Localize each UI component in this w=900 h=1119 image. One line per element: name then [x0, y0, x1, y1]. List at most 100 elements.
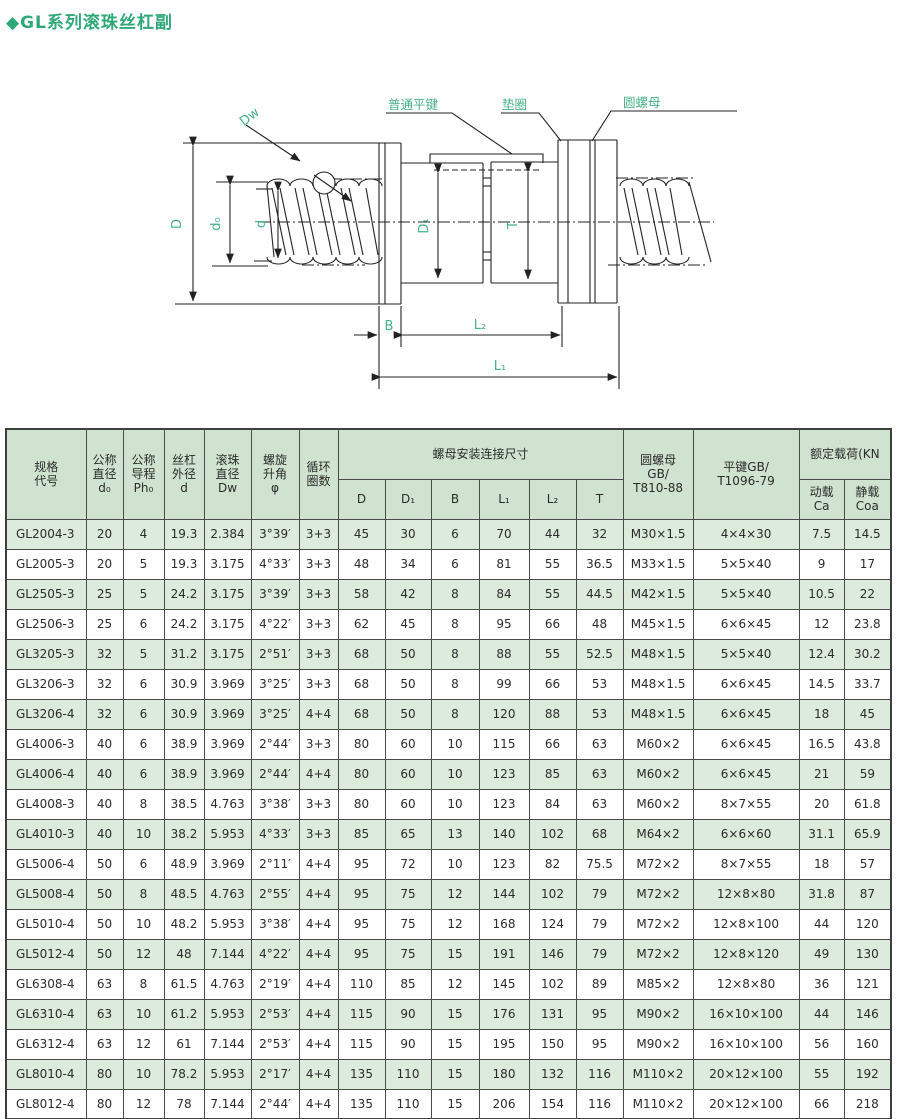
- table-cell: 206: [478, 1088, 530, 1119]
- table-cell: 79: [575, 878, 624, 910]
- table-cell: 45: [843, 698, 892, 730]
- table-cell: 63: [85, 998, 124, 1030]
- table-cell: 124: [528, 908, 577, 940]
- table-cell: 62: [337, 608, 386, 640]
- dim-label-T: T: [506, 221, 521, 230]
- table-cell: 31.8: [798, 878, 845, 910]
- table-cell: M64×2: [622, 818, 694, 850]
- spec-code-cell: GL5008-4: [5, 878, 87, 910]
- table-row: GL2004-3 20 4 19.3 2.384 3°39′ 3+3 45 30 6 70 44 32 M…: [5, 518, 892, 550]
- table-cell: 10: [430, 758, 480, 790]
- table-cell: 61.8: [843, 788, 892, 820]
- table-cell: 4.763: [203, 788, 252, 820]
- table-cell: 120: [843, 908, 892, 940]
- table-cell: 154: [528, 1088, 577, 1119]
- table-cell: 102: [528, 818, 577, 850]
- table-cell: 116: [575, 1088, 624, 1119]
- table-cell: 23.8: [843, 608, 892, 640]
- table-cell: 7.144: [203, 938, 252, 970]
- table-cell: 14.5: [798, 668, 845, 700]
- table-cell: 20: [85, 548, 124, 580]
- table-cell: 2.384: [203, 518, 252, 550]
- right-thread-crest: [619, 178, 690, 187]
- table-cell: 61.2: [163, 998, 205, 1030]
- table-cell: 4°22′: [250, 608, 300, 640]
- table-cell: 7.144: [203, 1028, 252, 1060]
- col-header-flat-key: 平键GB/ T1096-79: [692, 428, 800, 520]
- col-header-load: 额定载荷(KN: [798, 428, 892, 480]
- table-cell: 5: [122, 578, 165, 610]
- table-cell: 95: [337, 848, 386, 880]
- table-cell: 3+3: [298, 578, 339, 610]
- table-cell: M90×2: [622, 1028, 694, 1060]
- table-cell: 6×6×45: [692, 668, 800, 700]
- table-cell: 3+3: [298, 788, 339, 820]
- table-cell: 33.7: [843, 668, 892, 700]
- table-cell: 38.9: [163, 758, 205, 790]
- table-cell: M90×2: [622, 998, 694, 1030]
- table-cell: 2°53′: [250, 1028, 300, 1060]
- table-cell: 3+3: [298, 638, 339, 670]
- table-cell: 150: [528, 1028, 577, 1060]
- table-cell: 48.2: [163, 908, 205, 940]
- table-cell: 40: [85, 758, 124, 790]
- table-cell: 6: [122, 668, 165, 700]
- table-cell: 32: [85, 698, 124, 730]
- table-cell: 81: [478, 548, 530, 580]
- spec-code-cell: GL4006-4: [5, 758, 87, 790]
- table-cell: 115: [337, 1028, 386, 1060]
- table-cell: M45×1.5: [622, 608, 694, 640]
- table-cell: 89: [575, 968, 624, 1000]
- table-cell: 8: [430, 578, 480, 610]
- table-cell: 19.3: [163, 548, 205, 580]
- table-cell: 88: [478, 638, 530, 670]
- table-cell: 6: [122, 728, 165, 760]
- table-cell: 65: [384, 818, 432, 850]
- table-cell: 8: [430, 608, 480, 640]
- table-cell: 22: [843, 578, 892, 610]
- col-header-dynamic-load: 动载 Ca: [798, 478, 845, 520]
- col-header-static-load: 静载 Coa: [843, 478, 892, 520]
- table-cell: 2°51′: [250, 638, 300, 670]
- table-cell: 70: [478, 518, 530, 550]
- table-cell: 79: [575, 908, 624, 940]
- table-cell: 3°25′: [250, 668, 300, 700]
- table-cell: 110: [384, 1088, 432, 1119]
- table-cell: 3.969: [203, 758, 252, 790]
- table-row: GL5012-4 50 12 48 7.144 4°22′ 4+4 95 75 15 191 146 7…: [5, 938, 892, 970]
- table-cell: 50: [384, 668, 432, 700]
- table-cell: 110: [384, 1058, 432, 1090]
- part-label-round-nut: 圆螺母: [623, 95, 661, 110]
- table-cell: 6: [430, 548, 480, 580]
- table-cell: 12: [798, 608, 845, 640]
- table-cell: 30.9: [163, 698, 205, 730]
- table-cell: 6: [430, 518, 480, 550]
- table-cell: 7.5: [798, 518, 845, 550]
- table-cell: 50: [85, 908, 124, 940]
- table-cell: 3+3: [298, 728, 339, 760]
- table-cell: 4+4: [298, 758, 339, 790]
- table-cell: 102: [528, 878, 577, 910]
- table-cell: 12×8×80: [692, 968, 800, 1000]
- table-cell: 44: [798, 908, 845, 940]
- table-cell: M72×2: [622, 878, 694, 910]
- table-cell: 135: [337, 1058, 386, 1090]
- table-cell: 24.2: [163, 578, 205, 610]
- table-cell: 6×6×60: [692, 818, 800, 850]
- table-cell: 5: [122, 638, 165, 670]
- table-cell: 115: [337, 998, 386, 1030]
- table-cell: M42×1.5: [622, 578, 694, 610]
- table-cell: 80: [85, 1088, 124, 1119]
- table-cell: 4.763: [203, 968, 252, 1000]
- table-cell: 45: [384, 608, 432, 640]
- table-cell: 3.969: [203, 728, 252, 760]
- table-cell: 68: [337, 668, 386, 700]
- table-cell: 12: [122, 938, 165, 970]
- table-cell: 116: [575, 1058, 624, 1090]
- table-cell: 146: [528, 938, 577, 970]
- table-cell: 3°39′: [250, 578, 300, 610]
- left-thread-root: [266, 256, 383, 265]
- col-header-D1: D₁: [384, 478, 432, 520]
- table-cell: 4+4: [298, 998, 339, 1030]
- table-cell: 50: [384, 638, 432, 670]
